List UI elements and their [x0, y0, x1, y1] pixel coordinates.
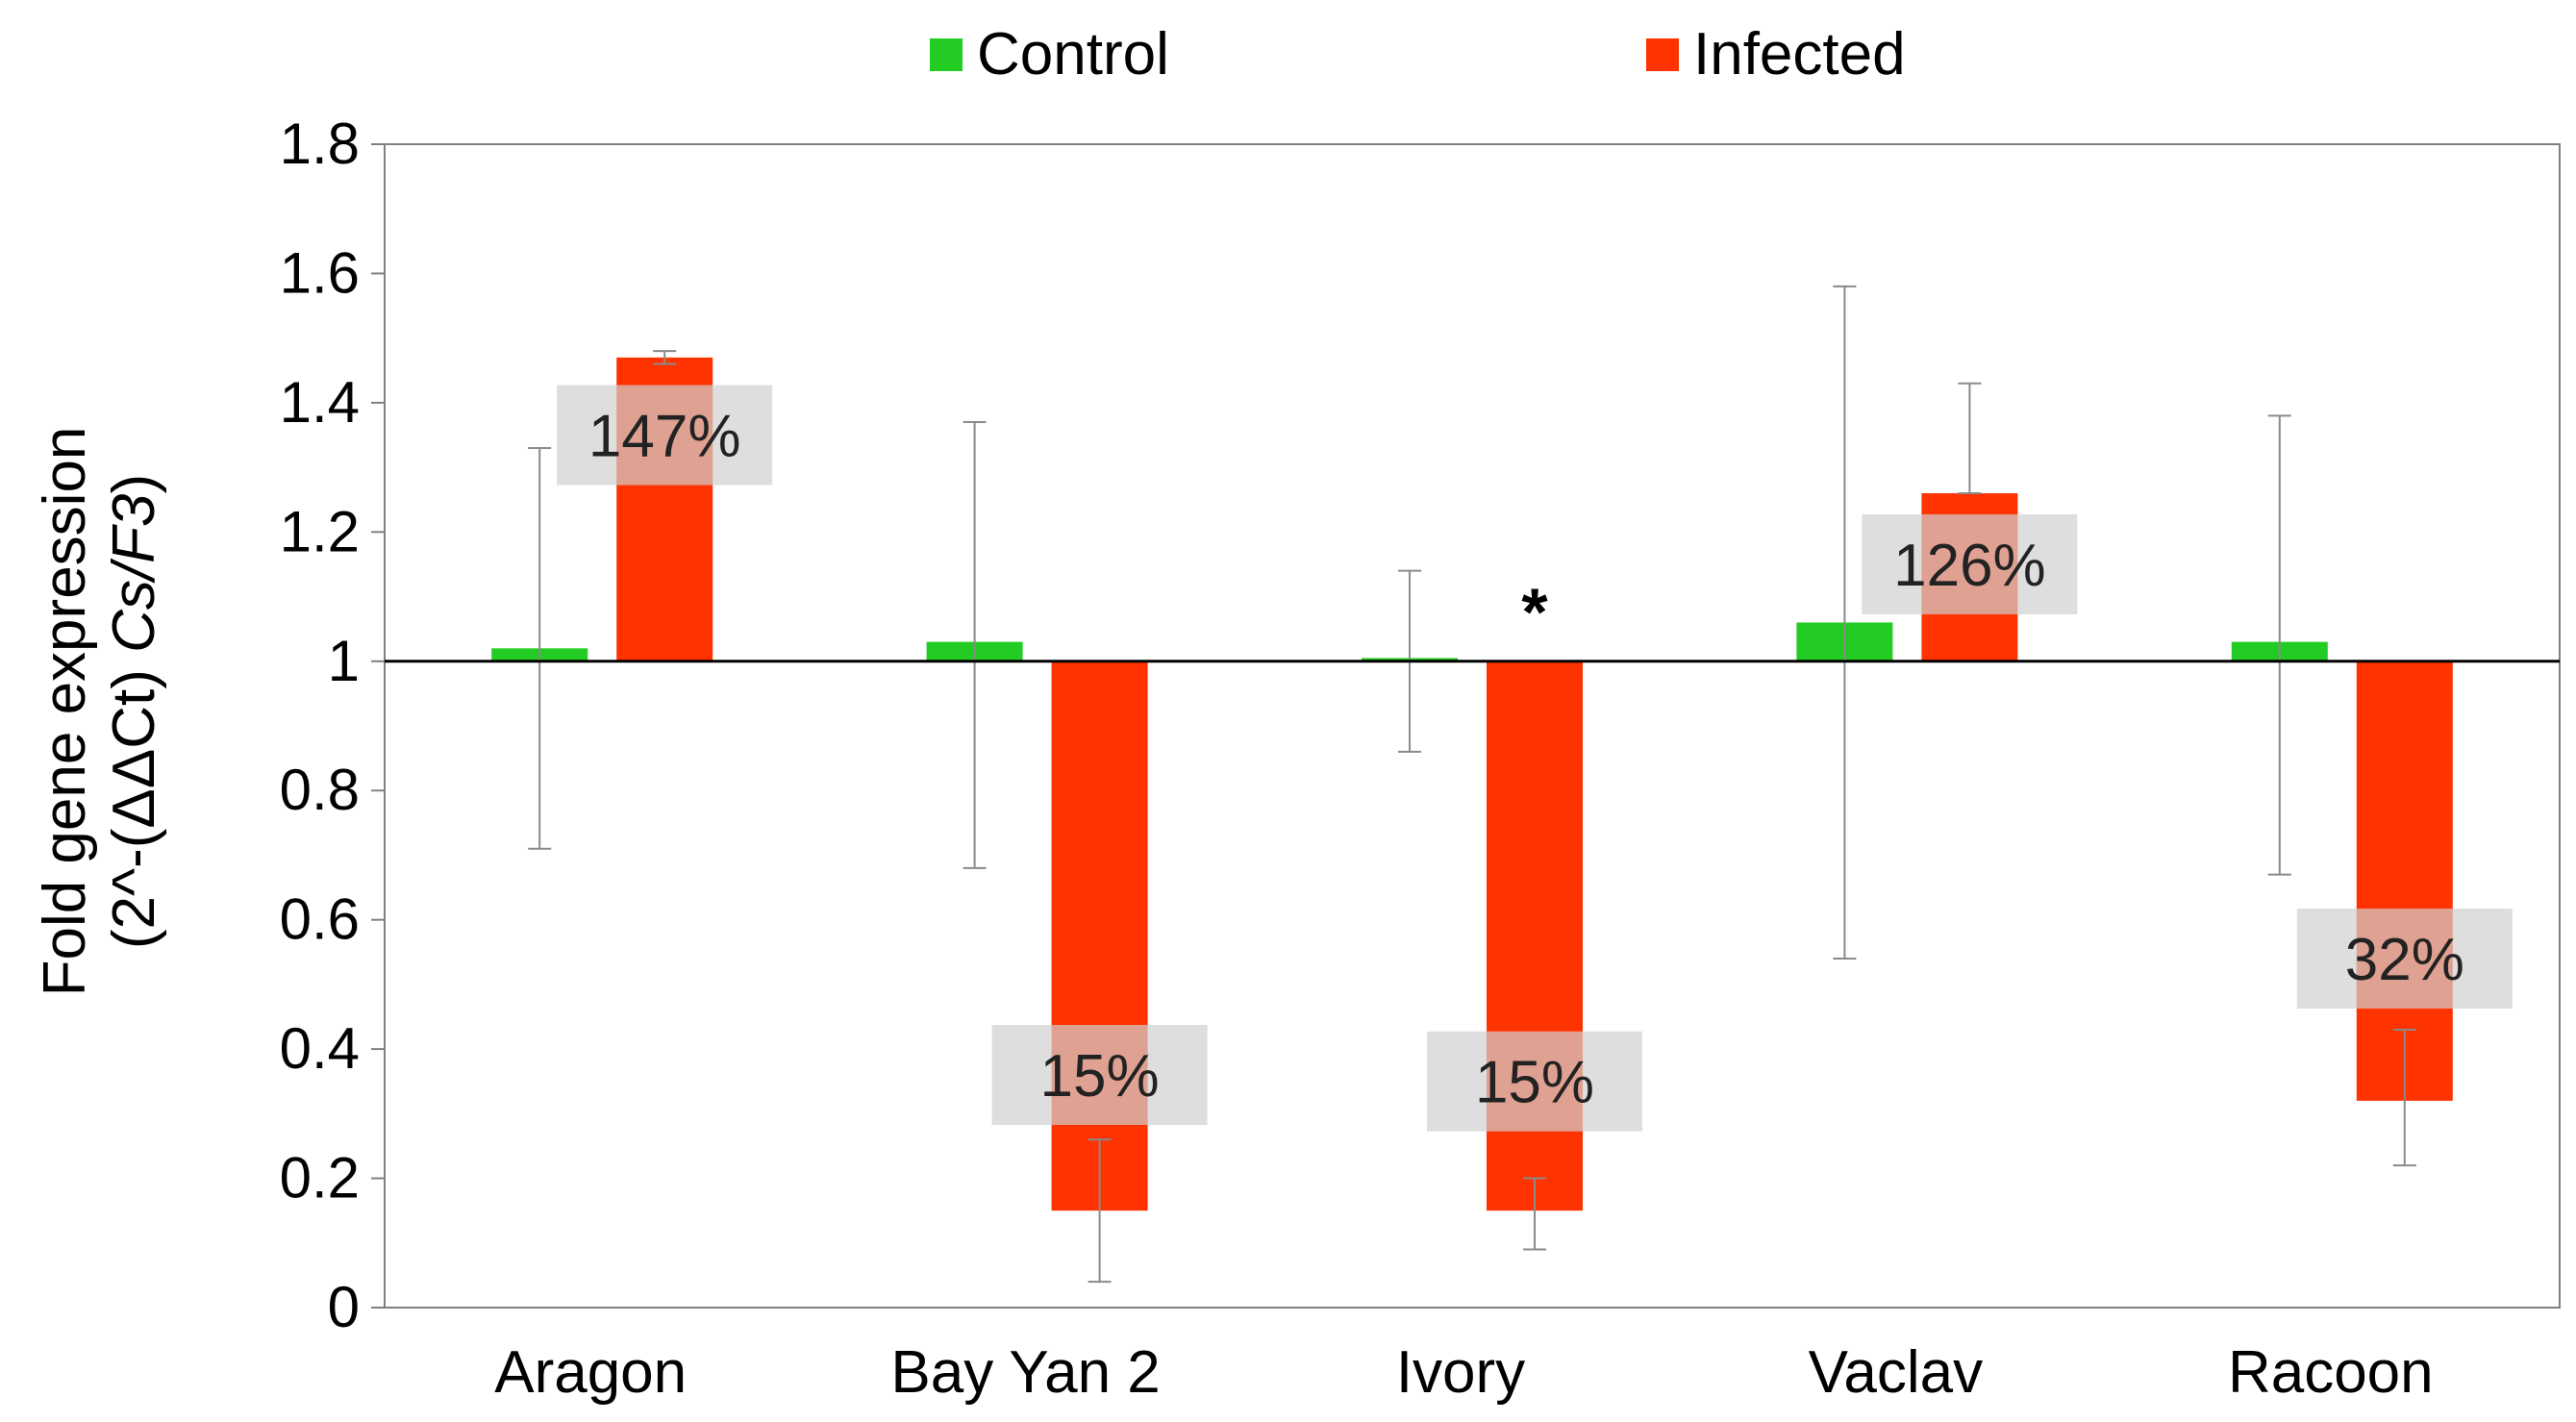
svg-text:126%: 126% [1893, 533, 2046, 599]
error-bar-infected [2392, 1028, 2416, 1167]
y-axis-title: Fold gene expression (2^-(ΔΔCt) Cs/F3) [32, 427, 167, 997]
svg-text:32%: 32% [2345, 927, 2464, 993]
y-tick-label: 1.2 [280, 499, 360, 563]
y-tick-label: 0.6 [280, 887, 360, 952]
annotations: 147% 15% 15% 126% 32% * [557, 385, 2513, 1132]
x-category-label: Vaclav [1809, 1339, 1984, 1406]
legend: Control Infected [930, 21, 1906, 87]
svg-text:15%: 15% [1475, 1050, 1594, 1116]
y-axis-ticks: 0 0.2 0.4 0.6 0.8 1 1.2 1.4 1.6 1.8 [280, 112, 385, 1339]
x-category-label: Aragon [494, 1339, 687, 1406]
x-category-label: Racoon [2228, 1339, 2434, 1406]
significance-marker: * [1521, 575, 1548, 650]
error-bar-control [963, 421, 987, 869]
percent-annotation: 32% [2296, 909, 2513, 1009]
percent-annotation: 147% [557, 385, 773, 486]
y-axis-title-line1: Fold gene expression [32, 427, 98, 997]
error-bars [528, 285, 2416, 1284]
y-tick-label: 0.4 [280, 1016, 360, 1081]
y-tick-label: 1.4 [280, 370, 360, 435]
svg-text:15%: 15% [1040, 1043, 1160, 1110]
x-category-label: Bay Yan 2 [890, 1339, 1160, 1406]
plot-area-frame [384, 143, 2561, 1309]
y-tick-label: 0.2 [280, 1146, 360, 1210]
error-bar-control [1833, 285, 1857, 960]
error-bar-infected [1958, 382, 1982, 494]
legend-swatch-infected [1646, 38, 1679, 71]
bar-infected-bay-yan-2 [1051, 661, 1148, 1211]
percent-annotation: 126% [1862, 513, 2078, 614]
y-tick-label: 1.6 [280, 240, 360, 305]
error-bar-control [528, 446, 552, 850]
y-tick-label: 1 [328, 629, 360, 693]
y-tick-label: 0 [328, 1275, 360, 1339]
legend-swatch-control [930, 38, 963, 71]
error-bar-infected [653, 350, 677, 365]
y-tick-label: 1.8 [280, 112, 360, 176]
percent-annotation: 15% [1427, 1031, 1642, 1132]
legend-label-control: Control [977, 21, 1169, 87]
y-axis-title-line2: (2^-(ΔΔCt) Cs/F3) [101, 474, 167, 949]
error-bar-infected [1523, 1177, 1546, 1251]
legend-label-infected: Infected [1693, 21, 1906, 87]
y-tick-label: 0.8 [280, 758, 360, 822]
error-bar-control [2267, 414, 2291, 876]
error-bar-infected [1088, 1138, 1112, 1284]
bar-infected-racoon [2356, 661, 2453, 1101]
svg-text:147%: 147% [588, 404, 741, 470]
percent-annotation: 15% [991, 1025, 1208, 1125]
x-axis-categories: Aragon Bay Yan 2 Ivory Vaclav Racoon [494, 1339, 2433, 1406]
x-category-label: Ivory [1396, 1339, 1525, 1406]
